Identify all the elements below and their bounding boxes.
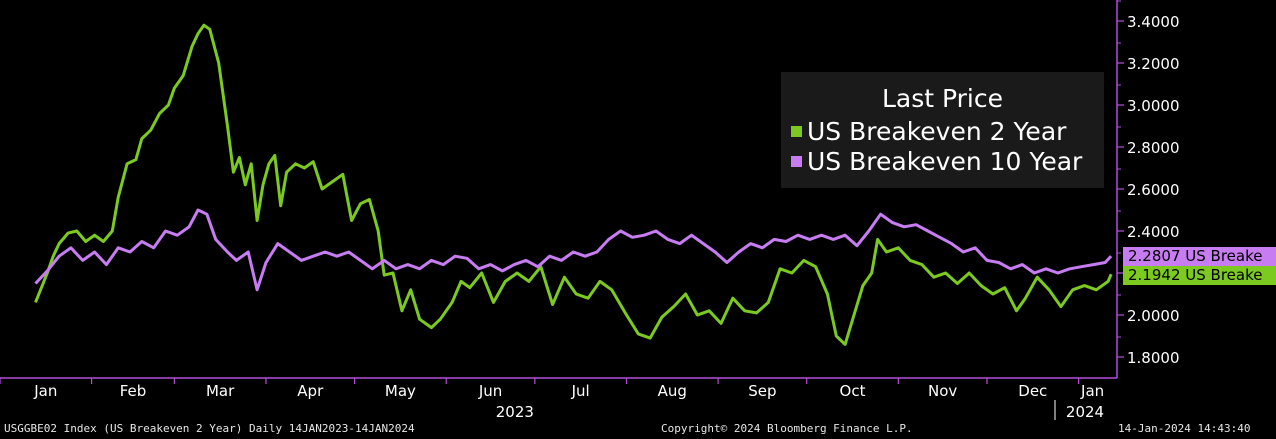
x-tick-label: Jul xyxy=(571,382,590,400)
x-tick-label: Jan xyxy=(33,382,57,400)
y-tick-label: 3.2000 xyxy=(1127,55,1180,73)
x-tick-label: Oct xyxy=(840,382,866,400)
last-price-tag-2y: 2.1942 US Breake xyxy=(1123,266,1276,285)
y-tick-label: 3.0000 xyxy=(1127,97,1180,115)
legend: Last Price US Breakeven 2 Year US Breake… xyxy=(781,72,1104,188)
x-tick-label: Nov xyxy=(928,382,957,400)
x-tick-label: Aug xyxy=(658,382,687,400)
y-tick-label: 2.4000 xyxy=(1127,223,1180,241)
y-tick-label: 1.8000 xyxy=(1127,349,1180,367)
x-year-label: 2024 xyxy=(1066,403,1104,421)
x-tick-label: Mar xyxy=(206,382,235,400)
footer-timestamp: 14-Jan-2024 14:43:40 xyxy=(1118,422,1251,435)
legend-title: Last Price xyxy=(881,84,1003,113)
x-axis: Jan Feb Mar Apr May Jun Jul Aug Sep Oct Nov Dec Jan 2… xyxy=(0,377,1117,421)
x-tick-label: Feb xyxy=(120,382,147,400)
legend-label-2y: US Breakeven 2 Year xyxy=(807,117,1067,146)
series-line-10y xyxy=(34,208,1113,292)
y-tick-label: 2.0000 xyxy=(1127,307,1180,325)
x-tick-label: May xyxy=(385,382,416,400)
legend-swatch-2y xyxy=(791,126,802,137)
plot-lines xyxy=(34,23,1113,346)
series-line-2y xyxy=(34,23,1113,346)
legend-swatch-10y xyxy=(791,156,802,167)
x-tick-label: Sep xyxy=(748,382,776,400)
x-tick-label: Dec xyxy=(1018,382,1047,400)
footer-security-info: USGGBE02 Index (US Breakeven 2 Year) Dai… xyxy=(4,422,415,435)
x-tick-label: Apr xyxy=(297,382,324,400)
y-tick-label: 2.8000 xyxy=(1127,139,1180,157)
legend-entry-10y: US Breakeven 10 Year xyxy=(791,147,1082,176)
x-year-label: 2023 xyxy=(496,403,534,421)
x-tick-label: Jan xyxy=(1080,382,1104,400)
last-price-tag-10y: 2.2807 US Breake xyxy=(1123,247,1276,266)
y-tick-label: 2.6000 xyxy=(1127,181,1180,199)
y-axis: 1.80002.00002.20002.40002.60002.80003.00… xyxy=(1116,0,1180,378)
legend-label-10y: US Breakeven 10 Year xyxy=(807,147,1083,176)
footer-copyright: Copyright© 2024 Bloomberg Finance L.P. xyxy=(661,422,913,435)
x-tick-label: Jun xyxy=(478,382,502,400)
legend-entry-2y: US Breakeven 2 Year xyxy=(791,117,1066,146)
y-tick-label: 3.4000 xyxy=(1127,13,1180,31)
